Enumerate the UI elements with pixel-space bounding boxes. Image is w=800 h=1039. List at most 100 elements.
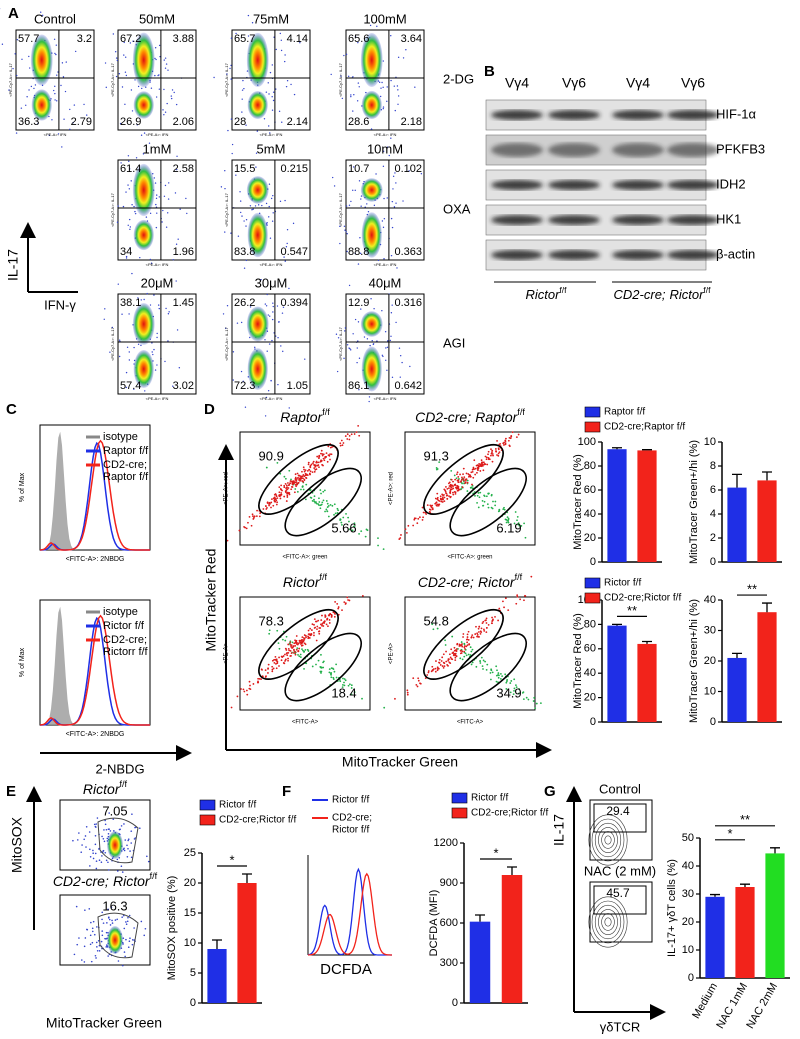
event-dot <box>462 477 465 480</box>
event-dot <box>95 941 98 944</box>
y-tick-label: 1200 <box>434 837 458 849</box>
event-dot <box>298 640 301 642</box>
event-dot <box>476 633 479 636</box>
event-dot <box>271 670 274 673</box>
event-dot <box>346 233 348 235</box>
event-dot <box>273 500 276 503</box>
event-dot <box>114 51 117 53</box>
event-dot <box>125 257 128 259</box>
event-dot <box>475 625 477 628</box>
plot-axis-label: <PE-A>: IFN <box>146 132 169 137</box>
event-dot <box>269 502 271 505</box>
event-dot <box>393 206 396 208</box>
event-dot <box>370 128 373 130</box>
event-dot <box>313 618 316 621</box>
event-dot <box>488 492 490 495</box>
event-dot <box>107 869 110 871</box>
event-dot <box>470 471 473 474</box>
event-dot <box>350 684 353 687</box>
event-dot <box>486 503 489 506</box>
event-dot <box>326 502 329 505</box>
event-dot <box>320 459 322 462</box>
event-dot <box>516 519 518 522</box>
event-dot <box>88 908 91 910</box>
event-dot <box>275 663 277 665</box>
event-dot <box>101 918 103 921</box>
genotype-name: Rictor <box>669 287 704 302</box>
event-dot <box>277 383 279 386</box>
event-dot <box>111 919 113 922</box>
event-dot <box>107 833 110 835</box>
event-dot <box>522 691 525 694</box>
blot-band <box>548 110 600 120</box>
event-dot <box>94 954 97 957</box>
event-dot <box>90 921 92 924</box>
y-tick-label: 0 <box>590 556 596 568</box>
y-tick-label: 5 <box>190 967 196 979</box>
event-dot <box>517 522 520 525</box>
event-dot <box>255 166 257 168</box>
event-dot <box>321 463 324 466</box>
event-dot <box>98 950 101 952</box>
event-dot <box>273 661 276 664</box>
event-dot <box>323 489 326 492</box>
event-dot <box>359 237 361 239</box>
event-dot <box>166 212 169 214</box>
event-dot <box>276 662 279 665</box>
event-dot <box>301 636 304 639</box>
histogram-line <box>39 439 150 551</box>
error-bar <box>762 602 772 613</box>
event-dot <box>255 152 258 154</box>
event-dot <box>322 666 325 669</box>
event-dot <box>318 455 321 458</box>
plot-frame <box>345 29 425 131</box>
event-dot <box>244 406 247 408</box>
event-dot <box>108 916 110 918</box>
event-dot <box>358 434 361 437</box>
event-dot <box>518 524 521 527</box>
event-dot <box>487 623 490 626</box>
event-dot <box>320 449 323 452</box>
event-dot <box>382 165 385 168</box>
density-blob <box>132 32 155 88</box>
event-dot <box>505 437 507 440</box>
event-dot <box>281 638 284 641</box>
event-dot <box>478 625 481 628</box>
quadrant-value: 72.3 <box>234 380 255 392</box>
event-dot <box>376 25 378 28</box>
event-dot <box>354 36 357 38</box>
event-dot <box>508 436 511 439</box>
event-dot <box>309 470 312 473</box>
quadrant-value: 0.102 <box>394 163 422 175</box>
event-dot <box>483 494 485 497</box>
event-dot <box>357 263 360 265</box>
event-dot <box>293 482 295 485</box>
blot-band <box>548 215 600 225</box>
event-dot <box>279 472 282 475</box>
event-dot <box>123 849 126 852</box>
event-dot <box>172 258 174 261</box>
y-tick-label: 0 <box>688 972 694 984</box>
blot-band <box>667 180 719 190</box>
quadrant-value: 3.02 <box>173 380 194 392</box>
event-dot <box>438 662 441 664</box>
event-dot <box>61 146 63 148</box>
event-dot <box>275 88 277 90</box>
event-dot <box>158 44 161 47</box>
event-dot <box>358 389 360 391</box>
event-dot <box>128 313 130 315</box>
event-dot <box>479 630 482 633</box>
event-dot <box>490 454 492 457</box>
event-dot <box>30 85 33 88</box>
genotype-prefix: CD2-cre; <box>415 409 471 425</box>
event-dot <box>130 830 133 832</box>
event-dot <box>37 122 39 125</box>
event-dot <box>274 655 277 658</box>
event-dot <box>55 44 58 46</box>
event-dot <box>118 828 121 831</box>
event-dot <box>317 659 320 662</box>
event-dot <box>96 949 99 952</box>
event-dot <box>382 355 384 358</box>
y-tick-label: 40 <box>682 860 694 872</box>
event-dot <box>268 632 271 635</box>
